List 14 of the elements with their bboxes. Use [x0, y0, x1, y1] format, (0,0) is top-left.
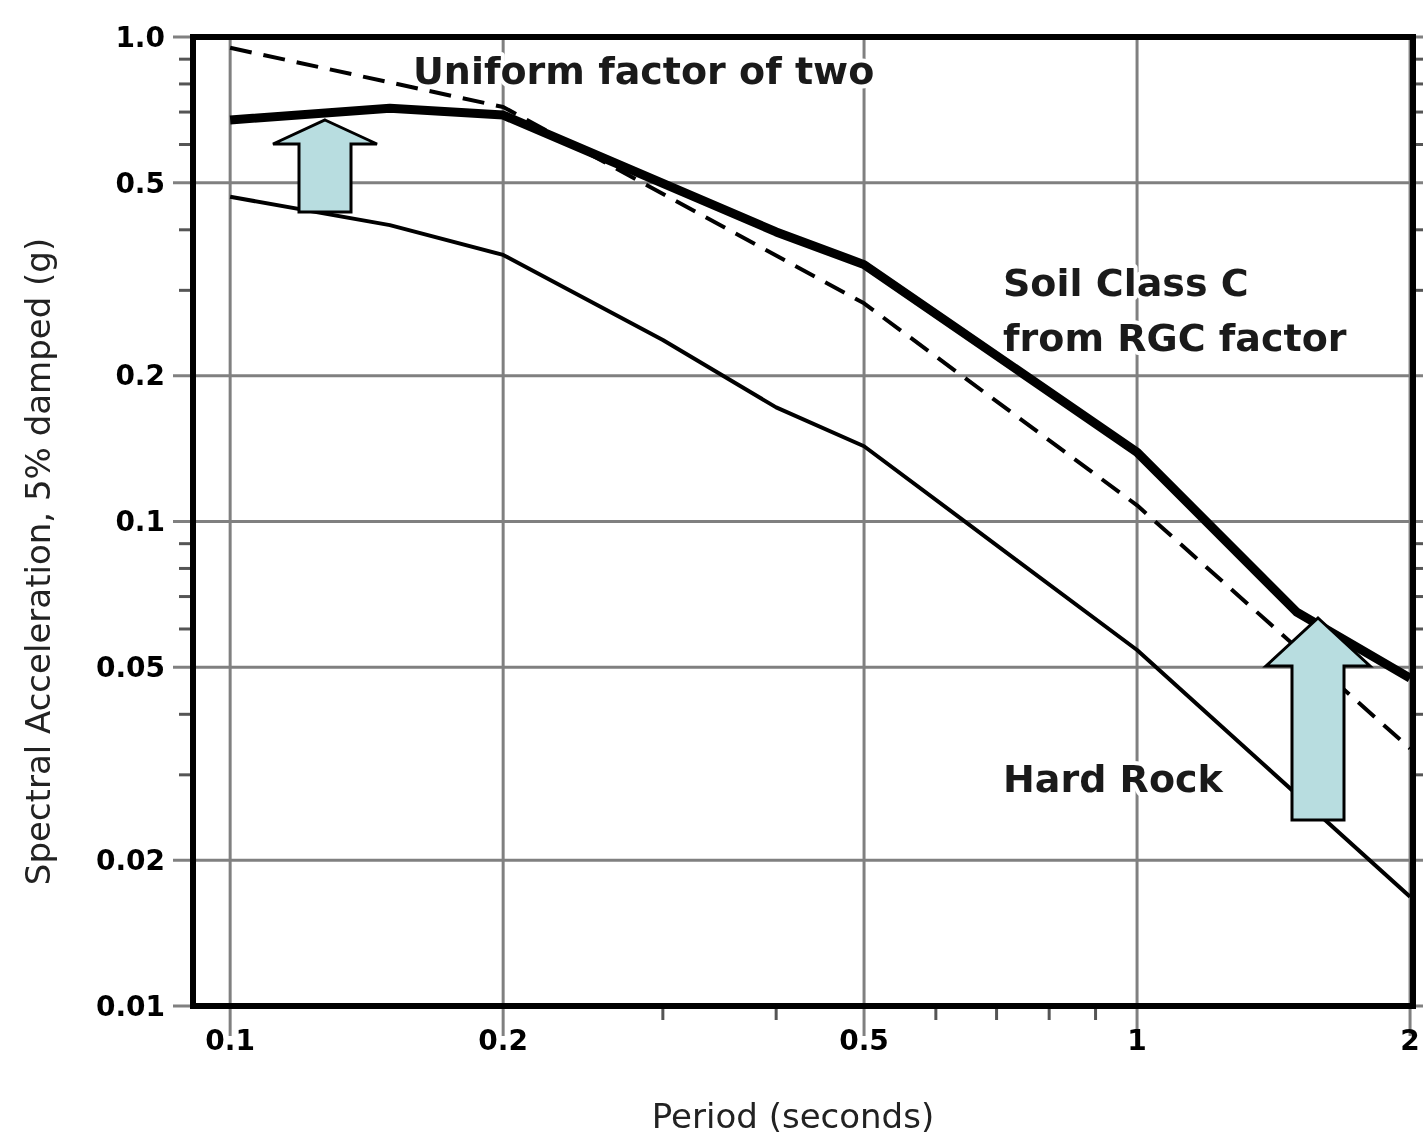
- y-tick-label: 1.0: [115, 20, 165, 54]
- y-tick-label: 0.01: [95, 989, 165, 1023]
- x-tick-label: 1: [1127, 1024, 1147, 1057]
- x-axis-title: Period (seconds): [651, 1096, 935, 1136]
- y-tick-label: 0.02: [95, 843, 165, 877]
- x-tick-label: 0.1: [205, 1024, 255, 1057]
- x-tick-label: 2: [1400, 1024, 1420, 1057]
- y-tick-label: 0.1: [115, 505, 165, 539]
- y-tick-label: 0.05: [95, 651, 165, 685]
- y-tick-label: 0.5: [115, 166, 165, 200]
- x-tick-label: 0.2: [478, 1024, 528, 1057]
- y-axis-title: Spectral Acceleration, 5% damped (g): [18, 237, 58, 886]
- y-tick-label: 0.2: [115, 359, 165, 393]
- x-tick-label: 0.5: [839, 1024, 889, 1057]
